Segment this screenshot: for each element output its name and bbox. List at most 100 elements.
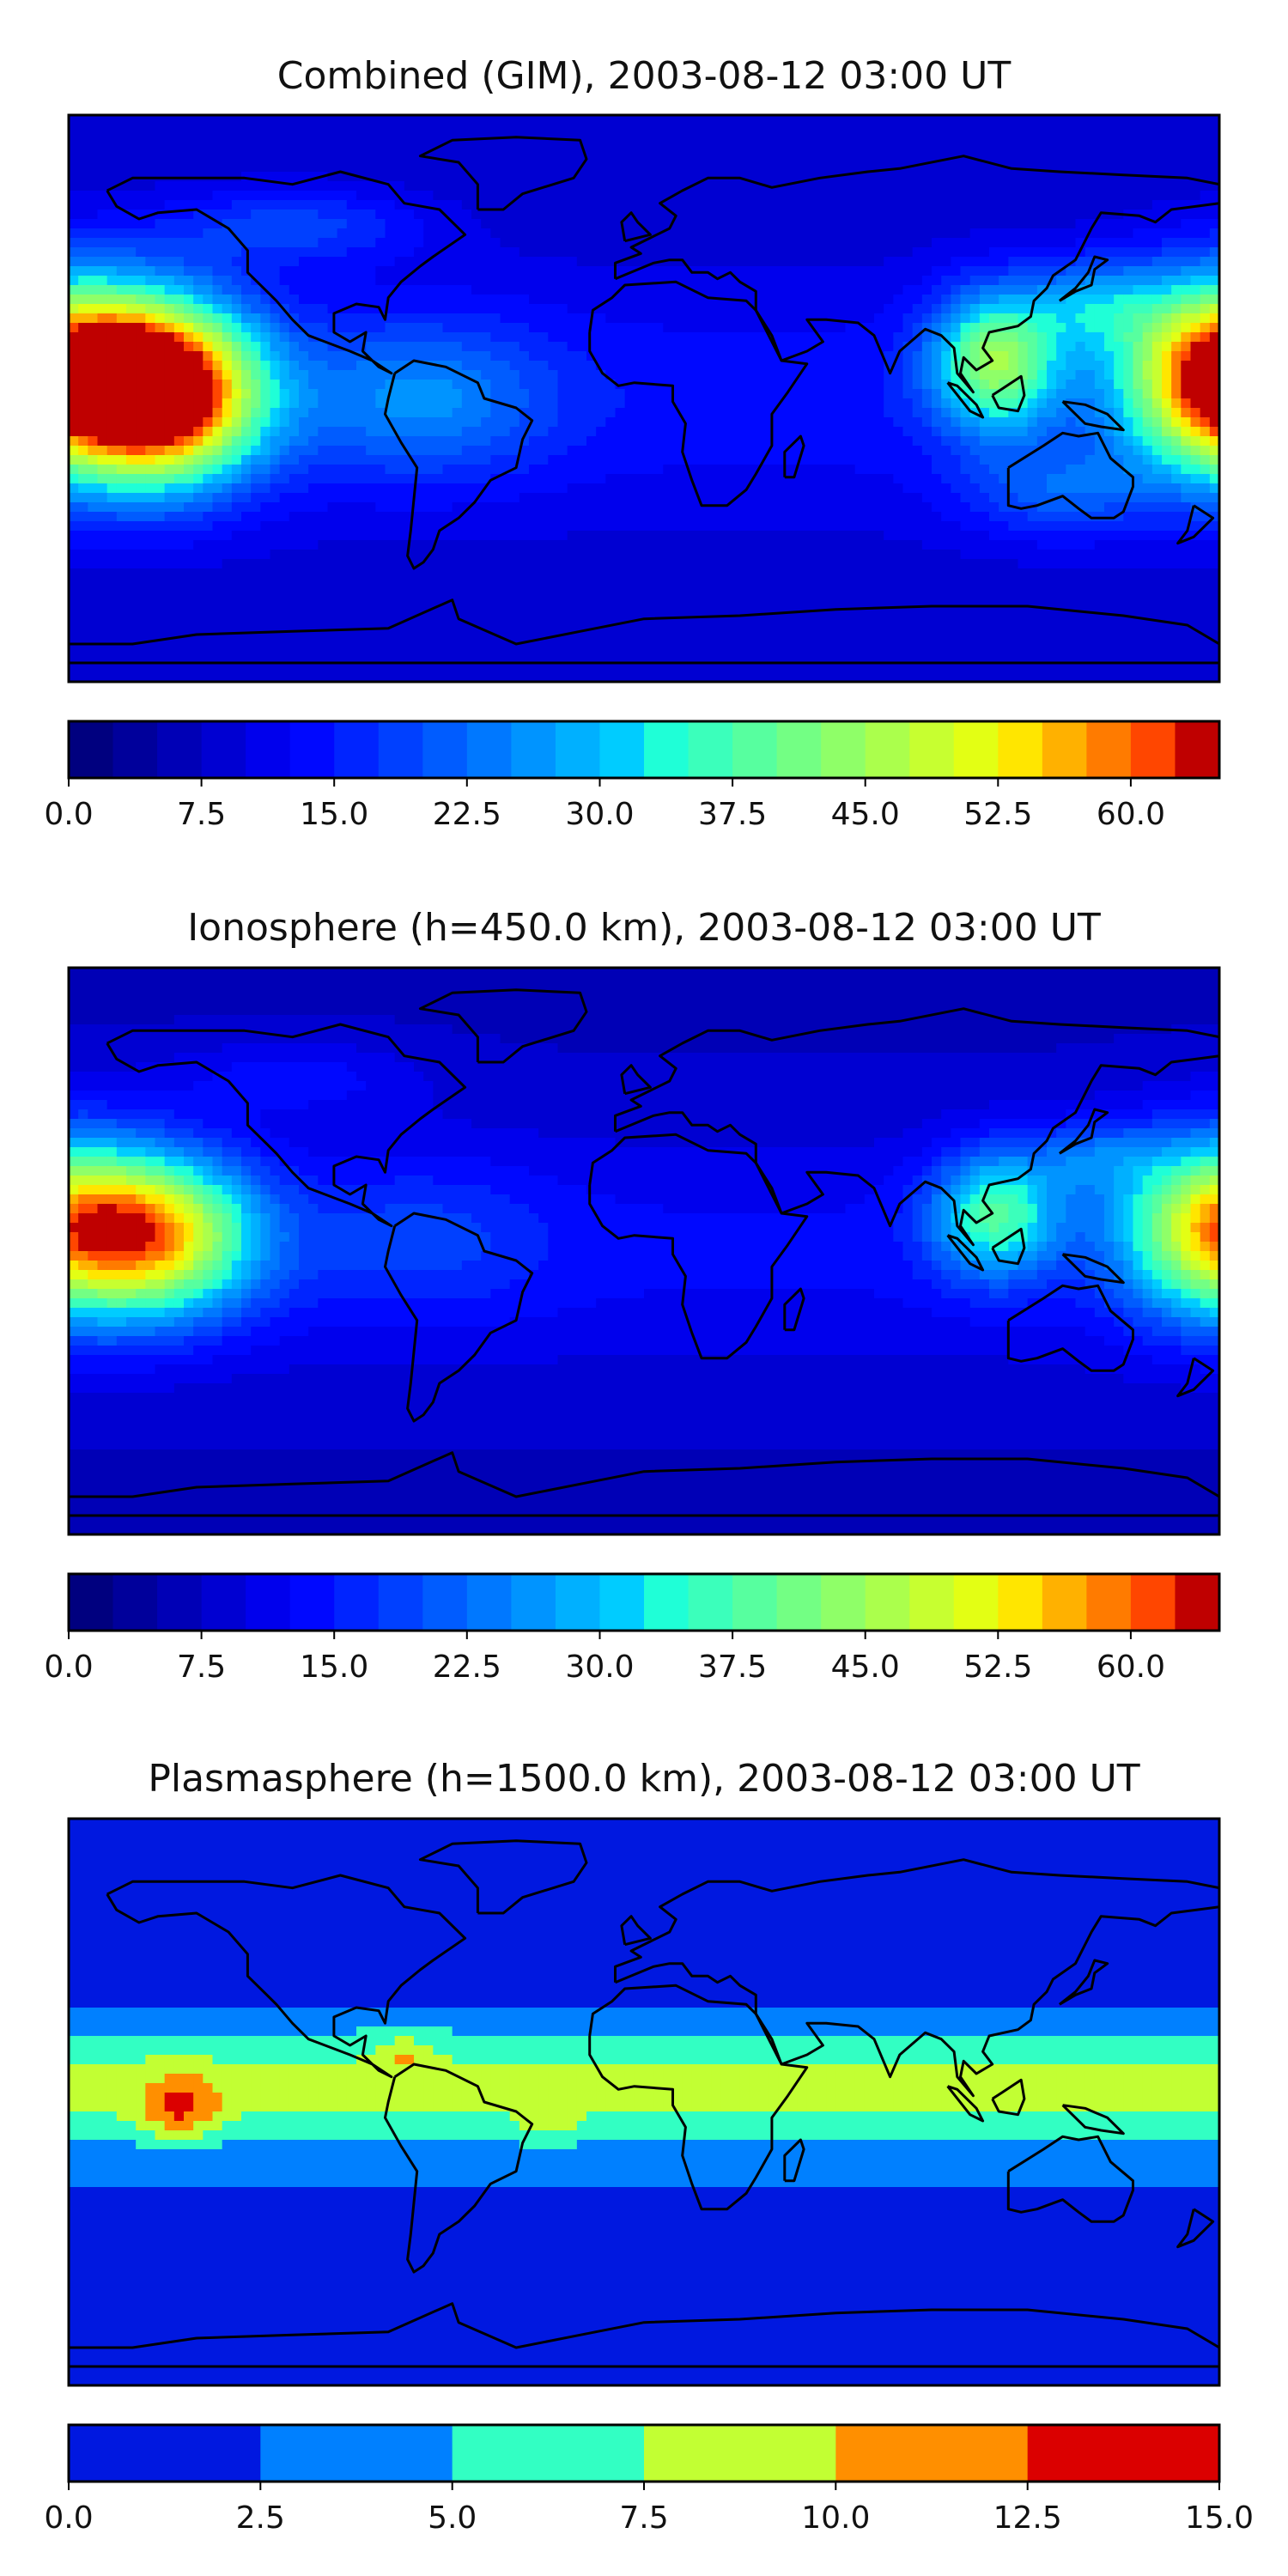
field-cell bbox=[960, 134, 971, 144]
field-cell bbox=[136, 380, 146, 390]
field-cell bbox=[88, 483, 99, 494]
field-cell bbox=[414, 276, 424, 286]
field-cell bbox=[951, 266, 962, 276]
field-cell bbox=[902, 398, 914, 409]
field-cell bbox=[404, 446, 415, 456]
field-cell bbox=[318, 115, 329, 125]
field-cell bbox=[145, 332, 156, 343]
field-cell bbox=[960, 219, 971, 229]
field-cell bbox=[1181, 276, 1192, 286]
field-cell bbox=[126, 125, 137, 135]
field-cell bbox=[1209, 313, 1219, 324]
field-cell bbox=[605, 380, 617, 390]
field-cell bbox=[481, 351, 491, 361]
field-cell bbox=[787, 238, 799, 248]
field-cell bbox=[136, 276, 146, 286]
field-cell bbox=[346, 295, 357, 305]
field-cell bbox=[270, 465, 281, 475]
field-cell bbox=[452, 408, 463, 418]
field-cell bbox=[1151, 380, 1163, 390]
field-cell bbox=[299, 380, 309, 390]
field-cell bbox=[270, 389, 281, 399]
field-cell bbox=[106, 115, 118, 125]
field-cell bbox=[279, 295, 290, 305]
field-cell bbox=[644, 295, 654, 305]
field-cell bbox=[289, 295, 300, 305]
field-cell bbox=[126, 332, 137, 343]
field-cell bbox=[1075, 465, 1086, 475]
field-cell bbox=[289, 247, 300, 258]
field-cell bbox=[1162, 247, 1172, 258]
field-cell bbox=[739, 210, 750, 220]
field-cell bbox=[394, 191, 405, 201]
field-cell bbox=[461, 465, 472, 475]
field-cell bbox=[854, 115, 866, 125]
field-cell bbox=[164, 502, 175, 513]
field-cell bbox=[845, 408, 856, 418]
field-cell bbox=[318, 408, 329, 418]
field-cell bbox=[356, 342, 367, 352]
field-cell bbox=[1171, 455, 1182, 465]
field-cell bbox=[308, 276, 319, 286]
field-cell bbox=[1190, 153, 1201, 163]
field-cell bbox=[567, 351, 578, 361]
field-cell bbox=[193, 276, 204, 286]
field-cell bbox=[452, 323, 463, 333]
field-cell bbox=[529, 502, 539, 513]
field-cell bbox=[644, 417, 654, 428]
field-cell bbox=[155, 191, 166, 201]
field-cell bbox=[452, 361, 463, 371]
field-cell bbox=[739, 125, 750, 135]
field-cell bbox=[749, 228, 760, 239]
field-cell bbox=[69, 502, 79, 513]
field-cell bbox=[835, 408, 847, 418]
field-cell bbox=[155, 332, 166, 343]
field-cell bbox=[586, 247, 597, 258]
field-cell bbox=[797, 162, 808, 173]
field-cell bbox=[356, 219, 367, 229]
field-cell bbox=[414, 210, 424, 220]
field-cell bbox=[193, 332, 204, 343]
field-cell bbox=[624, 446, 635, 456]
field-cell bbox=[787, 361, 799, 371]
field-cell bbox=[576, 474, 587, 484]
field-cell bbox=[1142, 285, 1153, 295]
field-cell bbox=[490, 502, 501, 513]
field-cell bbox=[835, 483, 847, 494]
field-cell bbox=[1123, 465, 1134, 475]
field-cell bbox=[519, 210, 530, 220]
field-cell bbox=[1190, 389, 1201, 399]
field-cell bbox=[88, 427, 99, 437]
field-cell bbox=[164, 427, 175, 437]
field-cell bbox=[346, 219, 357, 229]
field-cell bbox=[337, 295, 348, 305]
field-cell bbox=[596, 153, 606, 163]
field-cell bbox=[548, 313, 559, 324]
field-cell bbox=[231, 134, 242, 144]
field-cell bbox=[941, 361, 951, 371]
field-cell bbox=[1047, 313, 1057, 324]
field-cell bbox=[500, 115, 511, 125]
field-cell bbox=[529, 389, 539, 399]
field-cell bbox=[1200, 436, 1211, 447]
field-cell bbox=[884, 276, 894, 286]
field-cell bbox=[1075, 313, 1086, 324]
field-cell bbox=[769, 304, 779, 314]
field-cell bbox=[1171, 427, 1182, 437]
field-cell bbox=[720, 465, 732, 475]
field-cell bbox=[941, 493, 951, 503]
field-cell bbox=[1133, 228, 1144, 239]
field-cell bbox=[106, 304, 118, 314]
field-cell bbox=[394, 351, 405, 361]
field-cell bbox=[1114, 483, 1124, 494]
field-cell bbox=[1008, 125, 1019, 135]
field-cell bbox=[951, 143, 962, 154]
field-cell bbox=[864, 172, 875, 182]
field-cell bbox=[461, 191, 472, 201]
field-cell bbox=[1084, 285, 1096, 295]
field-cell bbox=[567, 247, 578, 258]
field-cell bbox=[634, 474, 645, 484]
field-cell bbox=[222, 483, 233, 494]
field-cell bbox=[279, 285, 290, 295]
field-cell bbox=[624, 134, 635, 144]
